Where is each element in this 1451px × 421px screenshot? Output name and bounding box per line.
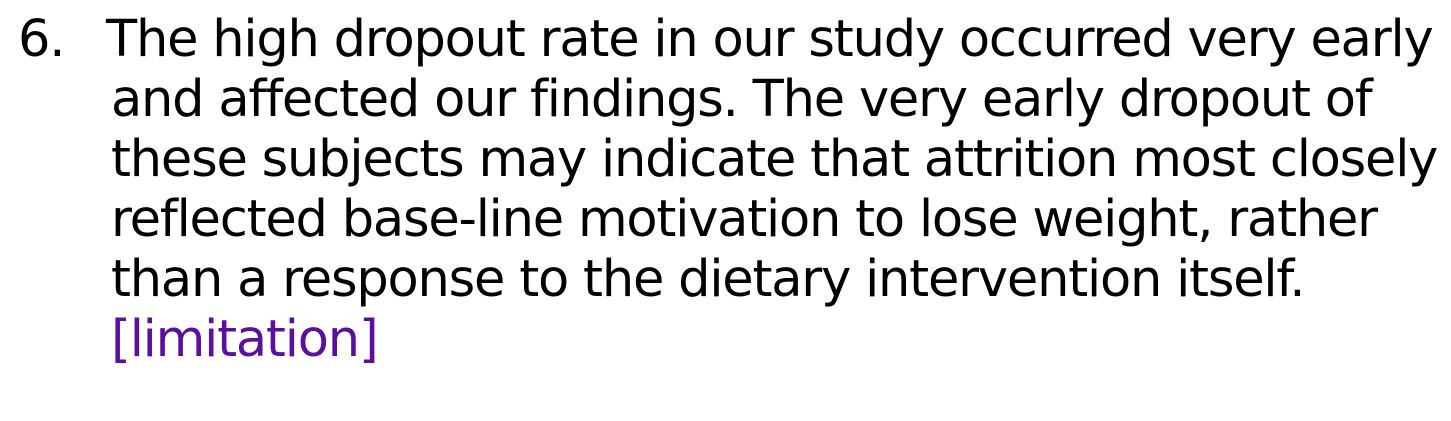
list-number: 6.	[18, 10, 65, 69]
text-line-1: The high dropout rate in our study occur…	[106, 10, 1434, 69]
text-line-2: and affected our findings. The very earl…	[111, 70, 1373, 129]
item-text: The high dropout rate in our study occur…	[106, 10, 1438, 370]
text-line-3: these subjects may indicate that attriti…	[111, 130, 1438, 189]
text-line-5: than a response to the dietary intervent…	[111, 250, 1306, 309]
text-line-4: reflected base-line motivation to lose w…	[111, 190, 1378, 249]
limitation-tag: [limitation]	[111, 310, 379, 369]
